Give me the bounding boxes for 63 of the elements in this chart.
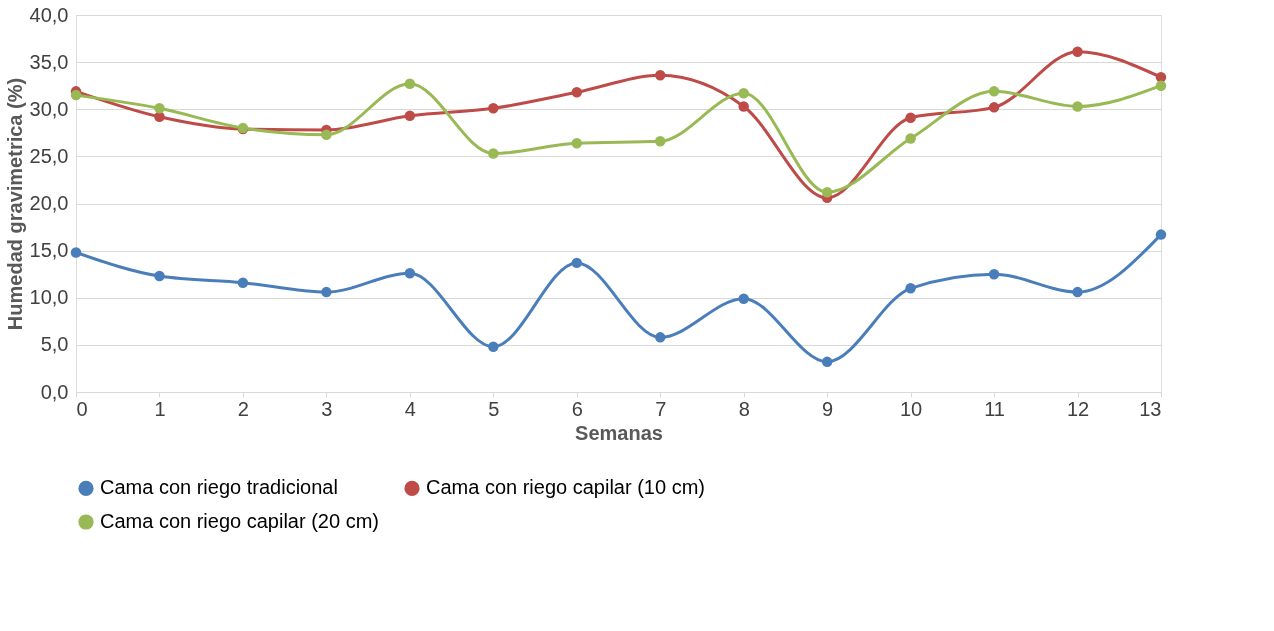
x-tick-label: 6: [571, 397, 583, 420]
point: [654, 136, 666, 147]
point: [571, 257, 583, 269]
point: [1072, 101, 1083, 112]
point: [571, 137, 583, 149]
point: [154, 103, 165, 114]
point: [571, 87, 583, 98]
y-tick-label: 10,0: [29, 286, 69, 309]
x-tick-label: 11: [984, 397, 1005, 420]
point: [654, 332, 666, 343]
x-tick-label: 0: [76, 397, 88, 420]
point: [1072, 286, 1083, 298]
point: [988, 86, 1000, 97]
x-axis-title: Semanas: [575, 421, 663, 444]
legend-label: Cama con riego capilar (10 cm): [426, 476, 705, 499]
y-tick-label: 30,0: [29, 97, 69, 120]
point: [988, 102, 1000, 113]
x-tick-label: 7: [655, 397, 667, 420]
y-tick-label: 5,0: [40, 333, 69, 356]
legend-label: Cama con riego capilar (20 cm): [100, 510, 379, 532]
point: [988, 268, 1000, 280]
point: [70, 247, 82, 258]
point: [404, 268, 416, 279]
y-tick-label: 15,0: [29, 239, 69, 262]
point: [488, 103, 499, 114]
point: [70, 89, 82, 101]
point: [488, 148, 499, 159]
legend-label: Cama con riego tradicional: [100, 476, 338, 499]
point: [738, 101, 749, 112]
point: [404, 110, 416, 122]
point: [237, 277, 249, 288]
point: [905, 283, 916, 294]
point: [1155, 229, 1167, 240]
point: [654, 70, 666, 81]
x-tick-label: 4: [404, 397, 416, 420]
point: [738, 293, 749, 304]
point: [321, 129, 332, 140]
x-tick-label: 1: [154, 397, 166, 420]
x-tick-label: 12: [1066, 397, 1090, 420]
x-tick-label: 10: [899, 397, 923, 420]
point: [821, 186, 833, 198]
point: [821, 356, 833, 368]
point: [154, 270, 165, 282]
y-tick-label: 20,0: [29, 192, 69, 214]
point: [738, 87, 749, 99]
y-tick-label: 35,0: [29, 50, 69, 73]
point: [404, 78, 416, 90]
y-axis-title: Humedad gravimetrica (%): [3, 77, 26, 331]
point: [1072, 46, 1083, 57]
point: [488, 341, 499, 352]
point: [905, 133, 916, 144]
y-tick-label: 40,0: [29, 3, 69, 26]
x-tick-label: 13: [1139, 397, 1162, 420]
point: [321, 286, 332, 298]
x-tick-label: 8: [738, 397, 750, 420]
x-tick-label: 3: [321, 397, 333, 420]
x-tick-label: 5: [488, 397, 500, 420]
x-tick-label: 9: [822, 397, 834, 420]
y-tick-label: 25,0: [29, 144, 69, 167]
x-tick-label: 2: [237, 397, 249, 420]
y-tick-label: 0,0: [40, 380, 69, 403]
point: [905, 112, 916, 123]
point: [1155, 80, 1167, 91]
